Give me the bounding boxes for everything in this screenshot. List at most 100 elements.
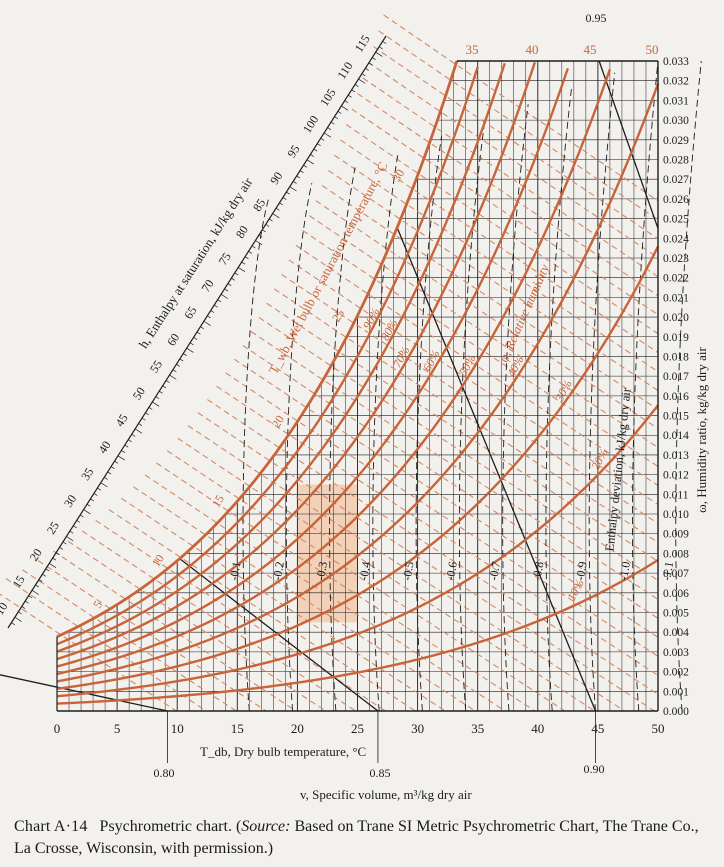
enthalpy-scale-label: 10 (0, 600, 11, 618)
enthalpy-scale-tick (100, 482, 108, 488)
caption-source-label: Source: (241, 818, 291, 835)
enthalpy-scale-tick (76, 520, 81, 523)
enthalpy-scale-tick (162, 385, 167, 389)
enthalpy-scale-tick (21, 606, 26, 609)
x-tick-label: 25 (351, 721, 364, 736)
enthalpy-scale-tick (179, 358, 184, 362)
x-tick-label: 15 (231, 721, 244, 736)
specific-volume-label: 0.80 (154, 766, 175, 780)
y-tick-label: 0.033 (663, 56, 689, 68)
enthalpy-scale-tick (59, 546, 64, 550)
enthalpy-scale-tick (334, 116, 339, 120)
y-tick-label: 0.016 (663, 391, 689, 403)
y-tick-label: 0.021 (663, 292, 689, 304)
y-tick-label: 0.027 (663, 174, 689, 186)
enthalpy-scale-tick (299, 170, 304, 173)
enthalpy-scale-tick (348, 94, 352, 98)
y-tick-label: 0.031 (663, 95, 689, 107)
enthalpy-scale-tick (69, 530, 74, 534)
deviation-label: -0.7 (486, 560, 503, 581)
top-saturation-label: 40 (526, 42, 539, 57)
wet-bulb-line (197, 412, 655, 712)
enthalpy-scale-tick (131, 433, 136, 437)
enthalpy-scale-tick (107, 471, 112, 475)
y-tick-label: 0.030 (663, 115, 689, 127)
enthalpy-scale-tick (251, 245, 256, 249)
deviation-curve (588, 72, 616, 712)
enthalpy-scale-tick (217, 299, 222, 303)
wet-bulb-line (37, 560, 267, 712)
wet-bulb-line (216, 385, 659, 676)
y-tick-label: 0.017 (663, 371, 689, 383)
wet-bulb-line (166, 450, 566, 712)
saturation-curve-line (56, 60, 459, 638)
rh-curve (56, 558, 659, 705)
y-tick-label: 0.001 (663, 686, 689, 698)
deviation-label: -0.9 (573, 560, 590, 581)
wet-bulb-line (156, 462, 536, 712)
enthalpy-scale-tick (231, 277, 235, 281)
wet-bulb-line (378, 30, 659, 221)
enthalpy-scale-tick (310, 154, 314, 157)
top-saturation-label: 45 (584, 42, 597, 57)
wet-bulb-line (357, 93, 659, 297)
wet-bulb-line (367, 61, 659, 259)
deviation-label: -0.3 (313, 560, 330, 581)
deviation-label: -0.2 (270, 560, 287, 581)
y-tick-label: 0.024 (663, 233, 689, 245)
top-saturation-label: 50 (646, 42, 659, 57)
enthalpy-scale-tick (351, 89, 356, 93)
enthalpy-scale-tick (176, 363, 180, 367)
rh-curve (56, 404, 659, 698)
y-tick-label: 0.028 (663, 154, 689, 166)
wet-bulb-line (67, 540, 327, 712)
deviation-curve (458, 120, 486, 712)
x-tick-label: 30 (411, 721, 424, 736)
y-tick-label: 0.015 (663, 411, 689, 423)
enthalpy-scale-tick (234, 272, 239, 276)
enthalpy-scale-tick (189, 342, 194, 346)
enthalpy-scale-tick (327, 127, 332, 130)
rh-curve (56, 246, 660, 690)
enthalpy-scale-tick (365, 67, 369, 71)
deviation-label: -0.5 (400, 560, 417, 581)
enthalpy-scale-tick (155, 396, 160, 400)
enthalpy-scale-tick (382, 41, 387, 44)
enthalpy-scale-tick (66, 536, 74, 542)
y-tick-label: 0.010 (663, 509, 689, 521)
y-axis-label: ω, Humidity ratio, kg/kg dry air (694, 347, 709, 513)
y-tick-label: 0.003 (663, 647, 689, 659)
x-tick-label: 20 (291, 721, 304, 736)
enthalpy-scale-tick (203, 320, 211, 326)
enthalpy-scale-tick (330, 121, 335, 125)
enthalpy-scale-tick (244, 256, 249, 260)
x-axis-label: T_db, Dry bulb temperature, °C (200, 744, 366, 759)
y-tick-label: 0.002 (663, 667, 689, 679)
enthalpy-scale-tick (172, 369, 177, 373)
wet-bulb-line (95, 519, 386, 712)
enthalpy-scale-tick (268, 218, 273, 222)
enthalpy-scale-tick (55, 552, 60, 556)
enthalpy-scale-tick (62, 541, 67, 545)
enthalpy-scale-tick (79, 514, 84, 518)
enthalpy-scale-tick (313, 148, 318, 152)
enthalpy-scale-tick (303, 164, 308, 168)
enthalpy-scale-tick (255, 240, 263, 246)
enthalpy-scale-tick (275, 207, 280, 211)
enthalpy-scale-tick (344, 100, 349, 104)
y-tick-label: 0.005 (663, 608, 689, 620)
enthalpy-scale-tick (169, 374, 177, 380)
y-tick-label: 0.004 (663, 627, 689, 639)
enthalpy-scale-tick (183, 353, 187, 356)
rh-curve (56, 68, 612, 676)
enthalpy-scale-tick (45, 568, 50, 572)
enthalpy-scale-tick (265, 224, 270, 227)
y-tick-label: 0.006 (663, 588, 689, 600)
y-tick-label: 0.025 (663, 214, 689, 226)
x-tick-label: 35 (471, 721, 484, 736)
enthalpy-scale-tick (279, 202, 284, 206)
deviation-curve (415, 135, 443, 712)
enthalpy-scale-tick (141, 417, 146, 421)
enthalpy-scale-tick (114, 460, 119, 464)
enthalpy-scale-tick (128, 439, 132, 443)
